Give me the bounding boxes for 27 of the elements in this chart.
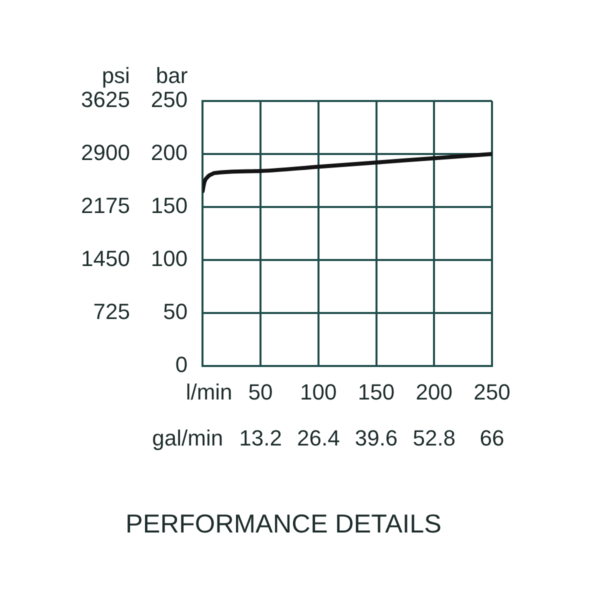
x2-tick-label: 26.4 (296, 426, 340, 451)
x2-tick-label: 52.8 (412, 426, 456, 451)
y-tick-label: 50 (163, 299, 188, 324)
y2-axis-title: psi (102, 63, 130, 88)
y-tick-label: 150 (150, 193, 188, 218)
x-tick-label: 200 (416, 379, 452, 404)
y2-tick-label: 2175 (80, 193, 130, 218)
x-tick-label: 150 (358, 379, 395, 404)
x2-tick-label: 13.2 (239, 426, 282, 451)
x-tick-label: 50 (248, 379, 273, 404)
y2-tick-label: 725 (93, 299, 130, 324)
x2-tick-label: 66 (480, 426, 504, 451)
y-axis-title: bar (156, 63, 188, 88)
y2-tick-label: 3625 (80, 87, 130, 112)
y-tick-label: 0 (175, 352, 188, 378)
y2-tick-label: 2900 (80, 140, 130, 166)
x-tick-label: 100 (300, 379, 337, 404)
x-tick-label: 250 (474, 379, 510, 404)
line-series (202, 152, 492, 194)
y-tick-label: 200 (150, 140, 188, 166)
y-tick-label: 100 (150, 246, 188, 272)
x-axis-title: l/min (186, 379, 232, 404)
x2-axis-title: gal/min (152, 426, 224, 451)
text: PERFORMANCE DETAILS (126, 508, 442, 539)
y-tick-label: 250 (150, 87, 188, 112)
x2-tick-label: 39.6 (354, 426, 398, 451)
y2-tick-label: 1450 (80, 246, 130, 272)
